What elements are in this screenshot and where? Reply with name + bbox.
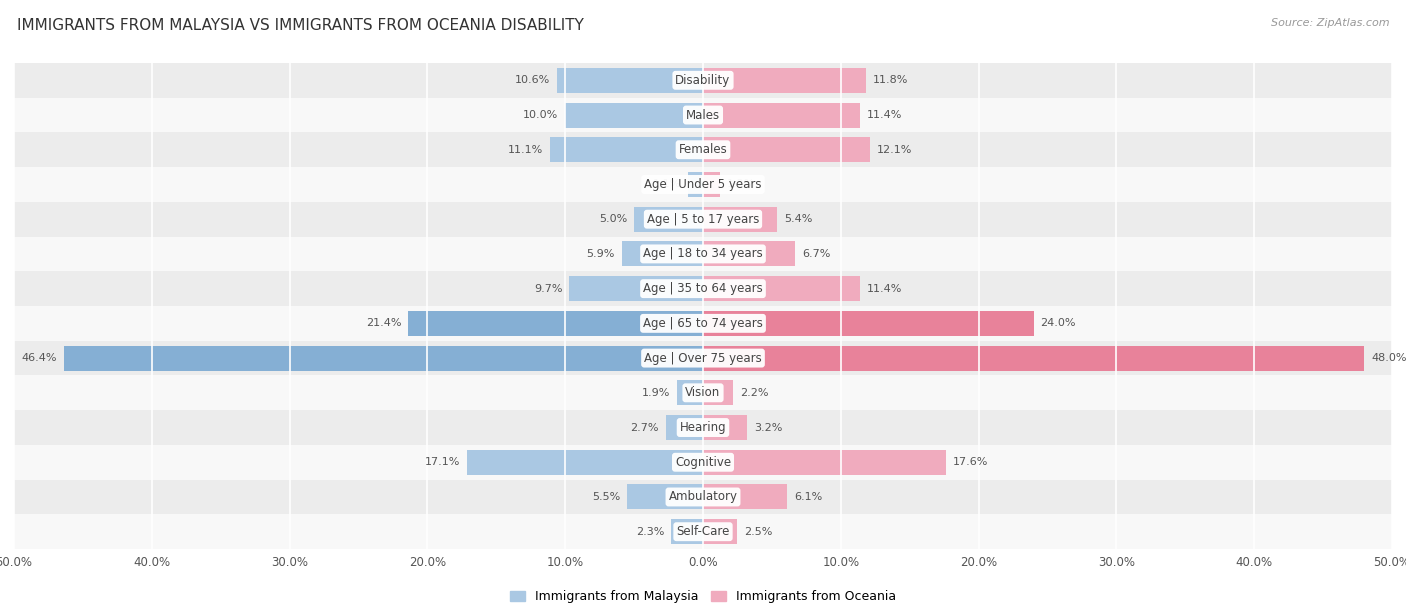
Bar: [703, 346, 1364, 371]
Text: 5.5%: 5.5%: [592, 492, 620, 502]
Bar: [676, 380, 703, 405]
Text: 11.4%: 11.4%: [868, 283, 903, 294]
Text: Source: ZipAtlas.com: Source: ZipAtlas.com: [1271, 18, 1389, 28]
Bar: [703, 241, 796, 266]
Text: 2.7%: 2.7%: [630, 422, 659, 433]
Text: 24.0%: 24.0%: [1040, 318, 1076, 329]
Bar: [14, 98, 1392, 132]
Text: Age | 5 to 17 years: Age | 5 to 17 years: [647, 213, 759, 226]
Bar: [565, 103, 703, 127]
Bar: [703, 68, 866, 93]
Bar: [14, 445, 1392, 480]
Text: 2.5%: 2.5%: [744, 527, 773, 537]
Bar: [703, 103, 860, 127]
Text: Age | Under 5 years: Age | Under 5 years: [644, 178, 762, 191]
Bar: [703, 311, 1033, 336]
Bar: [14, 480, 1392, 514]
Bar: [703, 380, 734, 405]
Bar: [14, 167, 1392, 202]
Bar: [621, 241, 703, 266]
Bar: [666, 415, 703, 440]
Bar: [569, 276, 703, 301]
Text: 2.3%: 2.3%: [636, 527, 665, 537]
Text: 1.9%: 1.9%: [641, 388, 669, 398]
Bar: [557, 68, 703, 93]
Text: 17.1%: 17.1%: [425, 457, 461, 467]
Bar: [703, 519, 738, 544]
Bar: [14, 341, 1392, 375]
Bar: [550, 137, 703, 162]
Bar: [703, 207, 778, 232]
Text: 1.1%: 1.1%: [652, 179, 681, 190]
Bar: [14, 132, 1392, 167]
Text: Age | Over 75 years: Age | Over 75 years: [644, 351, 762, 365]
Text: 46.4%: 46.4%: [21, 353, 56, 363]
Text: Ambulatory: Ambulatory: [668, 490, 738, 504]
Bar: [63, 346, 703, 371]
Text: 11.1%: 11.1%: [508, 145, 543, 155]
Bar: [14, 202, 1392, 237]
Bar: [467, 450, 703, 475]
Bar: [703, 415, 747, 440]
Bar: [14, 63, 1392, 98]
Text: 12.1%: 12.1%: [876, 145, 912, 155]
Text: 9.7%: 9.7%: [534, 283, 562, 294]
Text: Age | 65 to 74 years: Age | 65 to 74 years: [643, 317, 763, 330]
Text: 21.4%: 21.4%: [366, 318, 401, 329]
Text: Disability: Disability: [675, 74, 731, 87]
Text: 11.4%: 11.4%: [868, 110, 903, 120]
Text: 2.2%: 2.2%: [740, 388, 769, 398]
Text: 11.8%: 11.8%: [873, 75, 908, 85]
Text: Cognitive: Cognitive: [675, 456, 731, 469]
Bar: [703, 485, 787, 509]
Text: 3.2%: 3.2%: [754, 422, 782, 433]
Bar: [627, 485, 703, 509]
Text: Vision: Vision: [685, 386, 721, 399]
Text: IMMIGRANTS FROM MALAYSIA VS IMMIGRANTS FROM OCEANIA DISABILITY: IMMIGRANTS FROM MALAYSIA VS IMMIGRANTS F…: [17, 18, 583, 34]
Bar: [14, 306, 1392, 341]
Text: 5.0%: 5.0%: [599, 214, 627, 224]
Text: 10.0%: 10.0%: [523, 110, 558, 120]
Bar: [634, 207, 703, 232]
Text: Age | 18 to 34 years: Age | 18 to 34 years: [643, 247, 763, 261]
Text: 5.9%: 5.9%: [586, 249, 614, 259]
Text: 1.2%: 1.2%: [727, 179, 755, 190]
Text: Males: Males: [686, 108, 720, 122]
Bar: [408, 311, 703, 336]
Text: 5.4%: 5.4%: [785, 214, 813, 224]
Bar: [14, 410, 1392, 445]
Text: 10.6%: 10.6%: [515, 75, 550, 85]
Bar: [671, 519, 703, 544]
Bar: [703, 450, 945, 475]
Bar: [14, 237, 1392, 271]
Text: Females: Females: [679, 143, 727, 156]
Legend: Immigrants from Malaysia, Immigrants from Oceania: Immigrants from Malaysia, Immigrants fro…: [505, 585, 901, 608]
Text: 17.6%: 17.6%: [952, 457, 988, 467]
Text: 6.7%: 6.7%: [803, 249, 831, 259]
Text: Age | 35 to 64 years: Age | 35 to 64 years: [643, 282, 763, 295]
Text: 48.0%: 48.0%: [1371, 353, 1406, 363]
Bar: [14, 514, 1392, 549]
Text: Self-Care: Self-Care: [676, 525, 730, 538]
Bar: [703, 137, 870, 162]
Text: 6.1%: 6.1%: [794, 492, 823, 502]
Bar: [14, 375, 1392, 410]
Bar: [14, 271, 1392, 306]
Bar: [688, 172, 703, 197]
Text: Hearing: Hearing: [679, 421, 727, 434]
Bar: [703, 276, 860, 301]
Bar: [703, 172, 720, 197]
